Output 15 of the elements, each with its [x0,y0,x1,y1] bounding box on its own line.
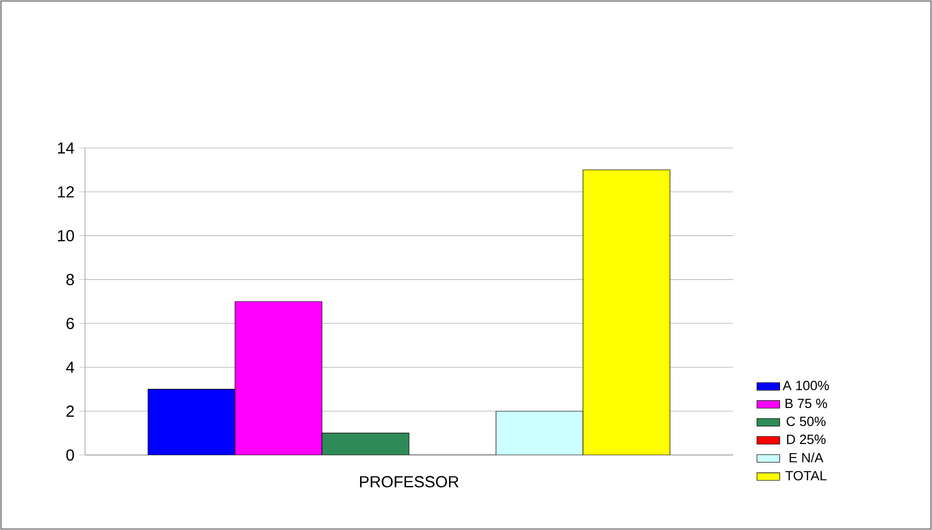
y-tick-label: 8 [66,274,74,286]
y-tick-label: 12 [58,186,74,198]
legend-label: D 25% [787,434,826,444]
legend-label: C 50% [786,416,826,426]
legend-label: E N/A [790,452,824,462]
y-tick-label: 4 [66,362,74,373]
y-tick-label: 14 [58,142,74,154]
legend-label: TOTAL [785,470,826,480]
y-tick-label: 6 [66,318,74,330]
y-tick-label: 0 [66,449,74,461]
y-tick-label: 10 [58,230,74,242]
legend-label: B 75 % [786,398,828,408]
legend-label: A 100% [782,380,829,390]
y-tick-label: 2 [66,406,74,417]
x-tick-label: PROFESSOR [360,476,458,488]
